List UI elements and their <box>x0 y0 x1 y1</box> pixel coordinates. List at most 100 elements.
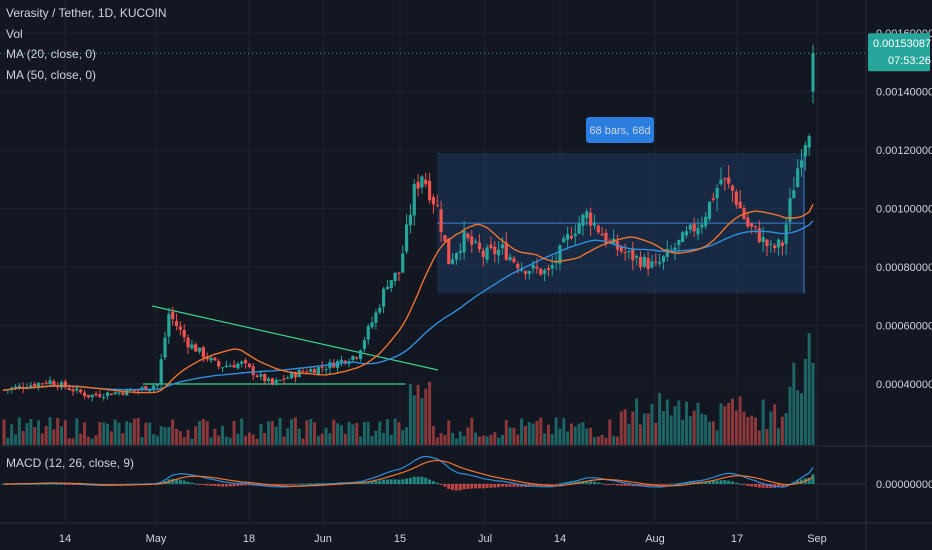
volume-bar <box>178 430 182 445</box>
volume-bar <box>56 418 60 445</box>
candle-body <box>182 330 186 338</box>
volume-bar <box>596 436 600 445</box>
macd-histogram-bar <box>627 484 631 487</box>
volume-bar <box>240 418 244 445</box>
candle-body <box>224 365 228 368</box>
candle-body <box>604 232 608 244</box>
macd-histogram-bar <box>504 484 508 487</box>
volume-bar <box>293 417 297 445</box>
volume-bar <box>504 420 508 445</box>
volume-bar <box>592 437 596 445</box>
macd-histogram-bar <box>753 484 757 487</box>
volume-bar <box>14 434 18 445</box>
volume-bar <box>40 433 44 445</box>
volume-bar <box>784 413 788 445</box>
volume-bar <box>129 422 133 445</box>
volume-bar <box>343 433 347 445</box>
x-tick-label: Sep <box>807 533 827 545</box>
macd-histogram-bar <box>589 481 593 484</box>
macd-histogram-bar <box>60 483 64 485</box>
macd-histogram-bar <box>217 484 221 487</box>
candle-body <box>577 223 581 234</box>
candle-body <box>67 388 71 390</box>
volume-bar <box>428 381 432 445</box>
volume-bar <box>90 438 94 445</box>
macd-histogram-bar <box>224 484 228 487</box>
macd-histogram-bar <box>282 484 286 486</box>
volume-bar <box>86 436 90 445</box>
candle-body <box>385 286 390 290</box>
candle-body <box>90 394 94 398</box>
candle-body <box>799 160 804 168</box>
macd-histogram-bar <box>374 480 378 484</box>
candle-body <box>113 392 117 395</box>
candle-body <box>355 357 359 359</box>
candle-body <box>140 387 144 390</box>
volume-bar <box>550 434 554 445</box>
volume-bar <box>297 428 301 445</box>
macd-histogram-bar <box>738 483 742 485</box>
macd-histogram-bar <box>554 484 558 485</box>
candle-body <box>366 326 370 340</box>
candle-body <box>727 177 731 184</box>
volume-bar <box>796 390 800 445</box>
volume-bar <box>213 428 217 445</box>
candle-body <box>213 357 217 361</box>
candle-body <box>470 236 474 245</box>
volume-bar <box>98 422 102 445</box>
candle-body <box>151 385 156 389</box>
volume-bar <box>244 435 248 445</box>
volume-bar <box>209 437 213 445</box>
macd-histogram-bar <box>608 484 612 485</box>
volume-bar <box>2 419 6 445</box>
volume-bar <box>198 421 202 445</box>
volume-bar <box>75 418 79 445</box>
volume-bar <box>566 431 570 445</box>
macd-histogram-bar <box>642 484 646 487</box>
volume-bar <box>765 428 769 445</box>
volume-bar <box>677 400 681 445</box>
candle-body <box>335 360 340 368</box>
candle-body <box>746 217 750 227</box>
candle-body <box>439 209 443 233</box>
macd-histogram-bar <box>366 481 370 484</box>
macd-histogram-bar <box>669 483 673 485</box>
macd-histogram-bar <box>619 484 623 486</box>
volume-bar <box>447 420 451 445</box>
volume-bar <box>520 418 524 445</box>
volume-bar <box>401 430 405 445</box>
candle-body <box>339 359 344 363</box>
macd-histogram-bar <box>776 484 780 488</box>
candle-body <box>312 369 317 373</box>
volume-bar <box>481 435 485 445</box>
macd-histogram-bar <box>56 483 60 485</box>
candle-body <box>504 242 508 260</box>
candle-body <box>36 382 41 387</box>
macd-histogram-bar <box>263 484 267 486</box>
candle-body <box>765 239 769 247</box>
candle-body <box>700 224 704 228</box>
volume-bar <box>247 432 251 445</box>
volume-bar <box>278 417 282 445</box>
macd-histogram-bar <box>297 483 301 485</box>
macd-signal-line <box>4 459 814 487</box>
volume-bar <box>646 413 650 445</box>
candle-body <box>412 184 416 216</box>
x-tick-label: 17 <box>731 533 743 545</box>
candle-body <box>711 198 715 200</box>
candle-body <box>362 340 367 349</box>
macd-histogram-bar <box>646 484 650 487</box>
volume-bar <box>359 436 363 445</box>
volume-bar <box>412 395 416 445</box>
volume-bar <box>194 426 198 445</box>
macd-histogram-bar <box>67 484 71 485</box>
candle-body <box>704 216 708 227</box>
volume-bar <box>669 415 673 445</box>
candle-body <box>550 264 554 269</box>
macd-histogram-bar <box>750 484 754 487</box>
candle-body <box>673 247 677 251</box>
candle-body <box>278 379 282 381</box>
macd-histogram-bar <box>466 484 470 489</box>
macd-histogram-bar <box>612 484 616 485</box>
